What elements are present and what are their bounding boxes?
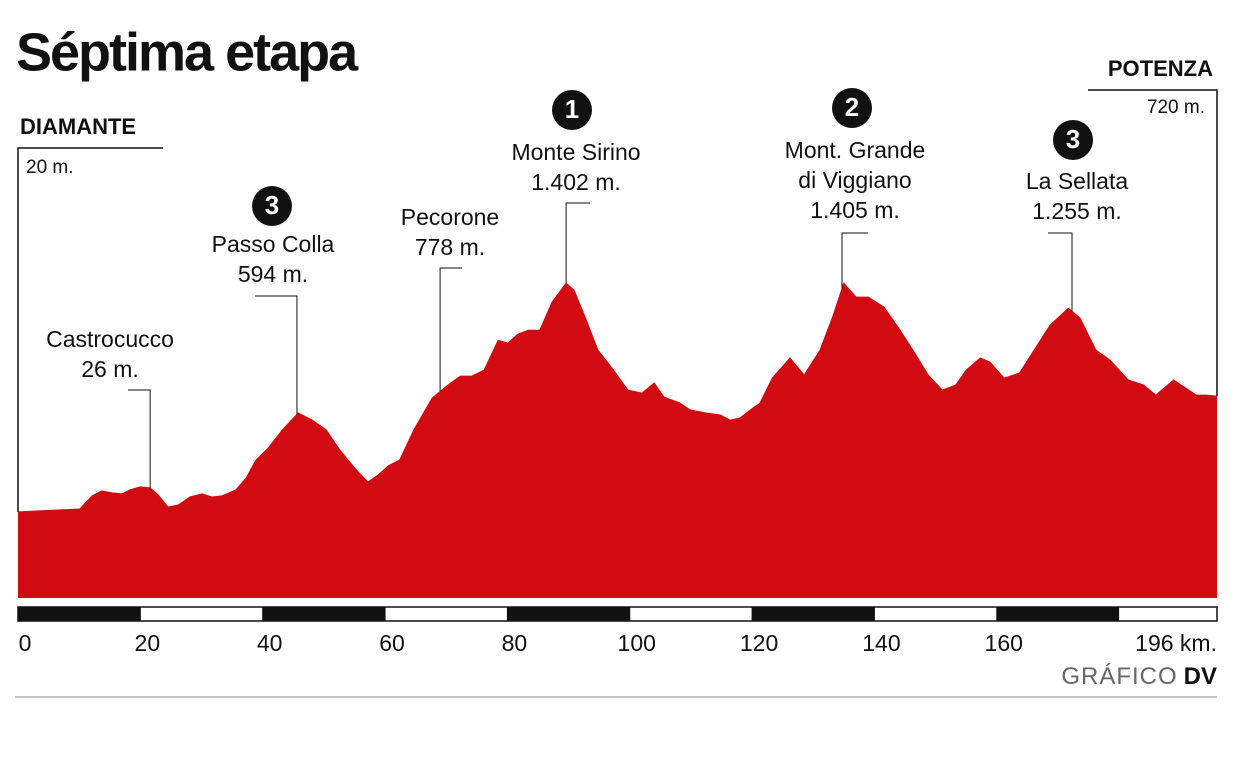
category-label: 2 [845,92,859,122]
peak-elevation: 778 m. [415,234,485,260]
peak-name: Passo Colla [212,231,335,257]
x-tick-label: 100 [618,630,656,656]
credit-text: GRÁFICO [1061,663,1177,690]
peak-name: La Sellata [1026,168,1129,194]
credit: GRÁFICO DV [1061,663,1217,690]
finish-name: POTENZA [1108,56,1213,81]
peak-elevation: 1.255 m. [1032,198,1122,224]
category-label: 1 [565,94,579,124]
x-tick-label: 140 [862,630,900,656]
category-label: 3 [265,190,279,220]
peak-name: Monte Sirino [511,139,640,165]
category-label: 3 [1066,124,1080,154]
x-tick-label: 20 [135,630,161,656]
peak-name: Pecorone [401,204,499,230]
start-name: DIAMANTE [20,114,136,139]
scale-segment [262,607,386,621]
peak-name: di Viggiano [798,167,911,193]
x-tick-label: 196 km. [1135,630,1217,656]
leader-line [1048,232,1073,312]
leader-line [565,202,590,284]
x-tick-label: 0 [19,630,32,656]
category-badge [832,88,872,128]
scale-segment [507,607,630,621]
peak-elevation: 1.405 m. [810,197,900,223]
leader-line [439,267,462,392]
scale-segment [996,607,1120,621]
start-frame [17,147,163,512]
x-tick-label: 160 [985,630,1023,656]
peak-name: Castrocucco [46,326,174,352]
area-fill [18,283,1217,598]
peak-elevation: 26 m. [81,356,139,382]
x-tick-label: 60 [379,630,405,656]
credit-brand: DV [1184,663,1217,690]
x-tick-label: 120 [740,630,778,656]
x-tick-label: 40 [257,630,283,656]
x-tick-label: 80 [502,630,528,656]
leader-line [841,232,868,289]
category-badge [552,90,592,130]
finish-label: 720 m. [1147,97,1205,118]
chart-title: Séptima etapa [16,22,359,82]
finish-frame [1088,89,1218,397]
peak-elevation: 1.402 m. [531,169,621,195]
category-badge [252,186,292,226]
scale-segment [18,607,141,621]
start-label: 20 m. [26,157,74,178]
peak-name: Mont. Grande [785,137,926,163]
peak-elevation: 594 m. [238,261,308,287]
scale-segment [752,607,875,621]
category-badge [1053,120,1093,160]
leader-line [128,389,151,488]
leader-line [255,295,298,415]
profile-line [17,282,1218,513]
